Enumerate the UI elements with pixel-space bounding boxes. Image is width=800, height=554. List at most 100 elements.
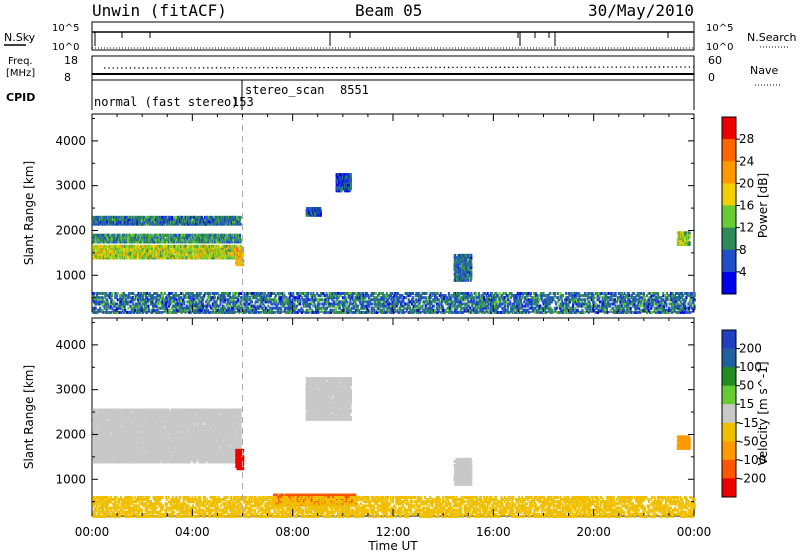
heatmap-cell — [122, 256, 125, 260]
heatmap-cell — [170, 298, 173, 302]
heatmap-cell — [164, 306, 167, 310]
heatmap-cell — [324, 310, 327, 314]
heatmap-cell — [119, 300, 122, 304]
heatmap-cell — [210, 248, 213, 252]
heatmap-cell — [220, 222, 223, 226]
heatmap-cell — [170, 244, 173, 248]
heatmap-cell — [144, 222, 147, 226]
heatmap-cell — [236, 240, 239, 244]
heatmap-cell — [257, 298, 260, 302]
heatmap-cell — [150, 250, 153, 254]
heatmap-cell — [131, 236, 134, 240]
heatmap-cell — [361, 306, 364, 310]
heatmap-cell — [188, 244, 191, 248]
heatmap-cell — [198, 218, 201, 222]
heatmap-cell — [178, 256, 181, 260]
heatmap-cell — [176, 244, 179, 248]
heatmap-cell — [330, 310, 332, 314]
heatmap-cell — [244, 302, 247, 306]
heatmap-cell — [163, 215, 166, 219]
heatmap-cell — [188, 308, 191, 312]
heatmap-cell — [686, 235, 689, 239]
heatmap-cell — [254, 292, 257, 295]
heatmap-cell — [136, 222, 139, 226]
heatmap-cell — [313, 300, 315, 304]
heatmap-cell — [158, 302, 161, 306]
heatmap-cell — [109, 218, 112, 222]
heatmap-cell — [681, 242, 684, 246]
heatmap-cell — [162, 236, 165, 240]
heatmap-cell — [172, 256, 175, 260]
heatmap-cell — [345, 292, 348, 295]
heatmap-cell — [311, 211, 314, 215]
heatmap-cell — [192, 220, 194, 224]
heatmap-cell — [346, 300, 349, 304]
heatmap-cell — [291, 300, 294, 304]
heatmap-cell — [131, 296, 134, 300]
heatmap-cell — [343, 304, 346, 308]
heatmap-cell — [309, 298, 312, 302]
heatmap-cell — [101, 246, 104, 250]
heatmap-cell — [98, 292, 100, 295]
heatmap-cell — [462, 253, 465, 257]
heatmap-cell — [358, 296, 361, 300]
heatmap-cell — [175, 218, 178, 222]
heatmap-cell — [196, 308, 199, 312]
heatmap-cell — [162, 256, 165, 260]
heatmap-cell — [346, 175, 349, 179]
heatmap-cell — [103, 250, 105, 254]
heatmap-cell — [150, 300, 152, 304]
heatmap-cell — [215, 310, 218, 314]
heatmap-cell — [316, 292, 319, 295]
heatmap-cell — [282, 292, 285, 295]
heatmap-cell — [220, 300, 223, 304]
heatmap-cell — [165, 246, 168, 250]
heatmap-cell — [467, 256, 470, 259]
heatmap-cell — [119, 310, 122, 314]
heatmap-cell — [147, 252, 150, 256]
heatmap-cell — [232, 244, 235, 248]
heatmap-cell — [195, 300, 198, 304]
heatmap-cell — [196, 246, 199, 250]
heatmap-cell — [151, 302, 154, 306]
heatmap-cell — [124, 215, 127, 219]
heatmap-cell — [140, 304, 143, 308]
heatmap-cell — [252, 306, 255, 310]
heatmap-cell — [316, 302, 319, 306]
heatmap-cell — [143, 236, 146, 240]
heatmap-cell — [156, 240, 159, 244]
heatmap-cell — [193, 302, 196, 306]
heatmap-cell — [110, 256, 113, 260]
heatmap-cell — [459, 256, 462, 259]
heatmap-cell — [256, 304, 259, 308]
heatmap-cell — [145, 254, 147, 258]
heatmap-cell — [122, 218, 125, 222]
heatmap-cell — [341, 302, 344, 306]
heatmap-cell — [298, 294, 300, 298]
heatmap-cell — [264, 292, 267, 295]
heatmap-cell — [157, 244, 160, 248]
heatmap-cell — [678, 241, 681, 244]
heatmap-cell — [124, 233, 127, 237]
heatmap-cell — [251, 294, 254, 298]
heatmap-cell — [358, 300, 361, 304]
heatmap-cell — [193, 304, 196, 308]
heatmap-cell — [143, 300, 146, 304]
heatmap-cell — [148, 236, 151, 240]
heatmap-cell — [207, 250, 210, 254]
heatmap-cell — [306, 296, 309, 300]
heatmap-cell — [172, 306, 175, 310]
heatmap-cell — [135, 240, 137, 244]
heatmap-cell — [116, 292, 119, 295]
heatmap-cell — [242, 247, 245, 251]
heatmap-cell — [107, 240, 110, 244]
heatmap-cell — [218, 296, 221, 300]
heatmap-cell — [336, 310, 339, 314]
heatmap-cell — [364, 296, 367, 300]
heatmap-cell — [453, 264, 456, 268]
heatmap-cell — [134, 308, 137, 312]
heatmap-cell — [454, 272, 457, 276]
heatmap-cell — [163, 254, 166, 258]
heatmap-cell — [350, 175, 352, 179]
heatmap-cell — [294, 310, 297, 314]
